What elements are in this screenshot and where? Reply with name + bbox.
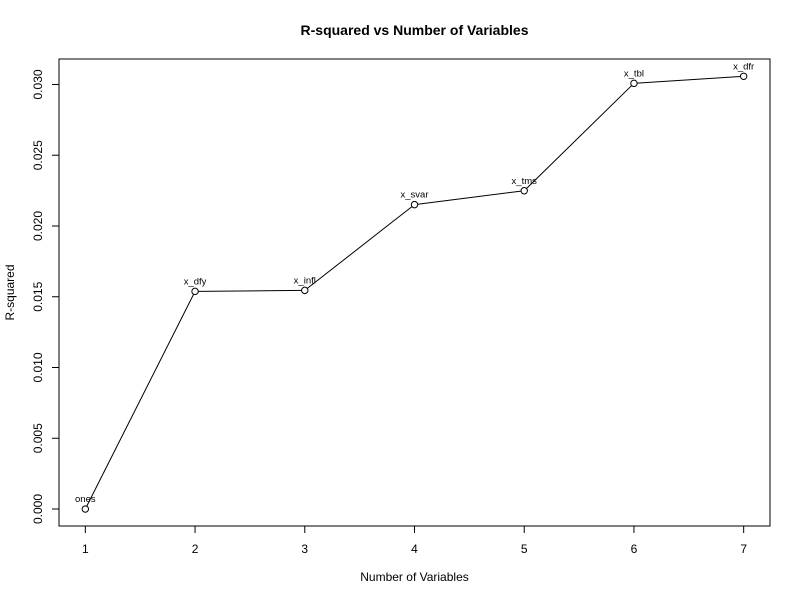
x-axis: 1 2 3 4 5 6 7 <box>82 525 747 556</box>
data-point <box>630 79 638 88</box>
y-tick-label: 0.010 <box>31 352 45 382</box>
x-tick-label: 3 <box>301 542 308 556</box>
y-axis: 0.000 0.005 0.010 0.015 0.020 0.025 0.030 <box>31 69 60 524</box>
data-point <box>410 200 419 209</box>
x-tick-label: 4 <box>411 542 418 556</box>
x-tick-label: 5 <box>521 542 528 556</box>
chart-title: R-squared vs Number of Variables <box>301 22 529 38</box>
y-tick-label: 0.005 <box>31 423 45 453</box>
series-line-segment <box>637 75 741 84</box>
series-layer: ones x_dfy x_infl x_svar x_tms x_tbl x_dfr <box>75 61 754 513</box>
data-point <box>191 287 199 296</box>
series-line-segment <box>306 206 413 289</box>
point-label: x_dfy <box>184 276 207 287</box>
point-label: x_tms <box>512 176 538 187</box>
point-label: x_dfr <box>733 61 754 72</box>
y-axis-label: R-squared <box>3 264 17 320</box>
series-line-segment <box>526 85 633 189</box>
y-tick-label: 0.025 <box>31 140 45 170</box>
data-point <box>739 72 748 80</box>
y-tick-label: 0.000 <box>31 494 45 524</box>
y-tick-label: 0.020 <box>31 211 45 241</box>
x-tick-label: 6 <box>631 542 638 556</box>
point-label: x_svar <box>401 190 429 201</box>
point-label: ones <box>75 494 96 505</box>
x-tick-label: 7 <box>740 542 747 556</box>
series-line-segment <box>86 294 195 507</box>
point-label: x_tbl <box>624 68 644 79</box>
y-tick-label: 0.030 <box>31 69 45 99</box>
data-point <box>301 286 309 295</box>
x-tick-label: 2 <box>192 542 199 556</box>
series-line-segment <box>417 190 522 205</box>
data-point <box>81 505 90 513</box>
x-axis-label: Number of Variables <box>360 570 469 584</box>
plot-frame <box>58 58 771 527</box>
data-point <box>520 187 528 195</box>
y-tick-label: 0.015 <box>31 281 45 311</box>
series-line-segment <box>198 289 302 292</box>
x-tick-label: 1 <box>82 542 89 556</box>
point-label: x_infl <box>294 275 316 286</box>
